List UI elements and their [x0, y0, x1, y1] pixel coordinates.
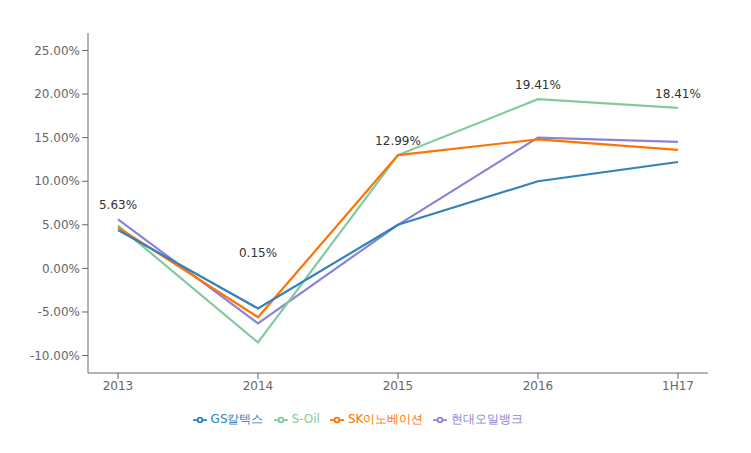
svg-text:19.41%: 19.41%	[515, 78, 561, 92]
svg-text:1H17: 1H17	[662, 379, 694, 393]
html-text:현대오일뱅크: 현대오일뱅크	[451, 412, 524, 426]
html-text:SK이노베이션: SK이노베이션	[347, 412, 424, 426]
html-text:S-Oil: S-Oil	[291, 412, 320, 426]
svg-text:-10.00%: -10.00%	[30, 349, 80, 363]
svg-text:20.00%: 20.00%	[34, 87, 80, 101]
svg-text:25.00%: 25.00%	[34, 44, 80, 58]
svg-text:10.00%: 10.00%	[34, 174, 80, 188]
svg-text:18.41%: 18.41%	[655, 87, 701, 101]
svg-text:2013: 2013	[103, 379, 134, 393]
svg-text:2014: 2014	[243, 379, 274, 393]
svg-text:-5.00%: -5.00%	[38, 305, 80, 319]
svg-text:15.00%: 15.00%	[34, 131, 80, 145]
svg-text:2016: 2016	[523, 379, 554, 393]
svg-text:12.99%: 12.99%	[375, 134, 421, 148]
svg-text:5.63%: 5.63%	[99, 198, 137, 212]
svg-text:0.15%: 0.15%	[239, 246, 277, 260]
html-text:GS칼텍스: GS칼텍스	[210, 412, 264, 426]
svg-text:5.00%: 5.00%	[42, 218, 80, 232]
svg-text:0.00%: 0.00%	[42, 262, 80, 276]
svg-text:2015: 2015	[383, 379, 414, 393]
